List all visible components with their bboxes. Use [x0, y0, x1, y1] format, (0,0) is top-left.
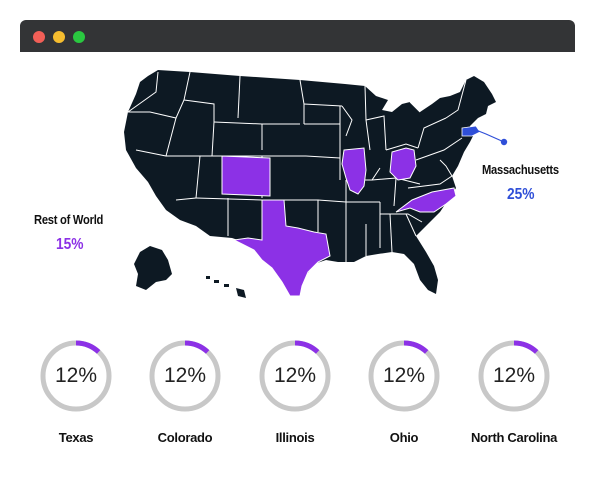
donut-percent-text: 12% [54, 364, 98, 387]
minimize-window-button[interactable] [53, 31, 65, 43]
donut-label-colorado: Colorado [157, 430, 213, 445]
state-colorado[interactable] [221, 155, 271, 197]
donut-texas: 12% [38, 338, 114, 414]
state-ohio[interactable] [389, 147, 417, 181]
us-mainland-shape [124, 70, 496, 296]
donut-colorado: 12% [147, 338, 223, 414]
window-titlebar [20, 20, 575, 52]
state-north-carolina[interactable] [395, 187, 457, 213]
donut-ring [149, 340, 221, 412]
donut-label-north-carolina: North Carolina [470, 430, 558, 445]
close-window-button[interactable] [33, 31, 45, 43]
donut-label-texas: Texas [58, 430, 94, 445]
donut-north-carolina: 12% [476, 338, 552, 414]
donut-percent-text: 12% [163, 364, 207, 387]
donut-ring [478, 340, 550, 412]
donut-label-illinois: Illinois [275, 430, 315, 445]
donut-ring [259, 340, 331, 412]
donut-percent-text: 12% [382, 364, 426, 387]
rest-of-world-callout-value: 15% [56, 236, 84, 253]
hawaii-shape [206, 276, 246, 298]
state-illinois[interactable] [341, 147, 367, 195]
donut-ohio: 12% [366, 338, 442, 414]
rest-of-world-callout-label: Rest of World [34, 212, 104, 227]
massachusetts-callout-value: 25% [507, 186, 535, 203]
donut-ring [40, 340, 112, 412]
donut-percent-text: 12% [273, 364, 317, 387]
state-borders [127, 71, 467, 262]
massachusetts-connector-dot [500, 138, 508, 146]
donut-ring [368, 340, 440, 412]
donut-illinois: 12% [257, 338, 333, 414]
maximize-window-button[interactable] [73, 31, 85, 43]
state-massachusetts[interactable] [461, 125, 481, 137]
donut-percent-text: 12% [492, 364, 536, 387]
massachusetts-connector-line [475, 129, 505, 143]
state-texas[interactable] [232, 199, 331, 297]
alaska-shape [134, 246, 172, 290]
donut-label-ohio: Ohio [389, 430, 419, 445]
state-share-donuts: 12% Texas 12% Colorado 12% Illinois 12% … [0, 330, 595, 460]
massachusetts-callout-label: Massachusetts [482, 162, 559, 177]
